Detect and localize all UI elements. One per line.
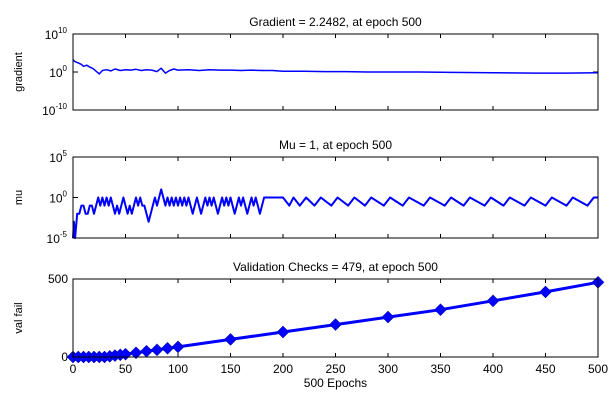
y-tick-label-base: 10 [42,104,56,118]
series-marker [539,285,552,299]
y-tick-label-base: 10 [47,232,61,246]
series-marker [224,333,237,346]
series-marker [434,303,447,317]
y-tick-label-base: 10 [45,28,59,42]
x-tick-label: 150 [220,362,240,376]
plot-frame [72,278,599,358]
y-tick-label: 1010 [45,26,68,42]
y-axis-label: mu [13,190,25,205]
y-tick-label: 105 [49,149,67,165]
y-tick-label: 0 [61,350,68,364]
x-tick-label: 250 [325,362,345,376]
y-axis-label: gradient [13,52,25,92]
x-tick-label: 200 [273,362,293,376]
y-tick-label-exponent: 0 [63,190,68,199]
x-tick-label: 100 [168,362,188,376]
x-tick-label: 500 [588,362,608,376]
y-tick-label-base: 10 [49,151,63,165]
x-tick-label: 350 [430,362,450,376]
y-tick-label-exponent: -10 [55,102,67,111]
y-tick-label-exponent: -5 [60,230,68,239]
series-line [72,59,599,75]
chart-title: Gradient = 2.2482, at epoch 500 [249,15,422,29]
y-tick-label-exponent: 0 [63,64,68,73]
plot-frame [72,156,599,239]
y-tick-label: 10-10 [42,102,67,118]
y-tick-label-exponent: 5 [63,149,68,158]
x-tick-label: 300 [378,362,398,376]
y-tick-label: 100 [49,190,67,206]
series-marker [486,294,500,308]
y-tick-label-exponent: 10 [58,26,67,35]
series-marker [276,325,290,339]
series-marker [329,318,342,331]
y-tick-label: 10-5 [47,230,68,246]
chart-title: Validation Checks = 479, at epoch 500 [233,260,438,274]
series-marker [171,340,185,354]
y-tick-label: 500 [48,272,68,286]
chart-title: Mu = 1, at epoch 500 [279,138,392,152]
series-marker [381,310,395,324]
x-tick-label: 400 [483,362,503,376]
x-tick-label: 0 [70,362,77,376]
y-tick-label: 100 [49,64,67,80]
plot-frame [72,33,599,111]
series-line [72,188,598,239]
x-tick-label: 450 [535,362,555,376]
x-tick-label: 50 [119,362,133,376]
y-axis-label: val fail [13,302,25,333]
y-tick-label-base: 10 [49,66,63,80]
y-tick-label-base: 10 [49,192,63,206]
x-axis-label: 500 Epochs [304,376,367,390]
